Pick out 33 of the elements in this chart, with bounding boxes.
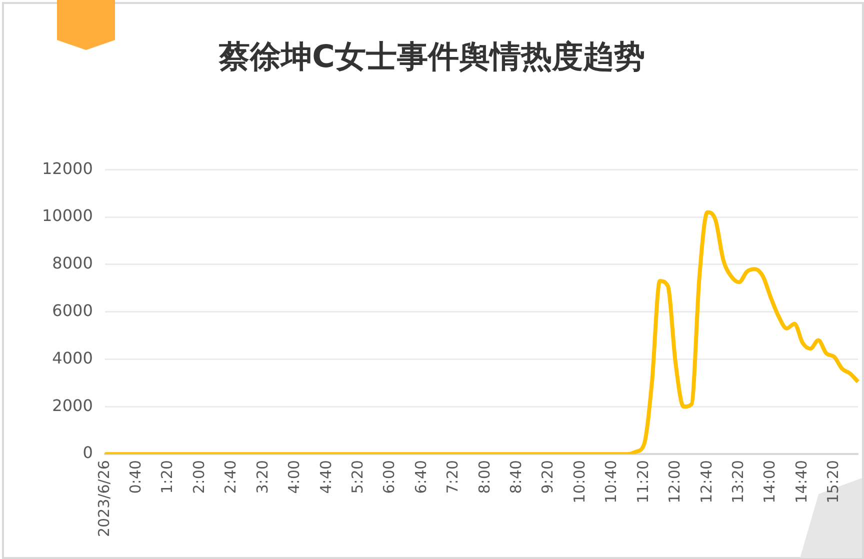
x-tick-label: 1:20 xyxy=(158,460,176,494)
x-tick-label: 5:20 xyxy=(348,460,366,494)
x-tick-label: 0:40 xyxy=(126,460,144,494)
x-tick-label: 12:00 xyxy=(666,460,684,504)
y-tick-label: 10000 xyxy=(42,206,93,226)
y-tick-label: 12000 xyxy=(42,158,93,178)
y-tick-label: 8000 xyxy=(52,254,93,273)
x-tick-label: 7:20 xyxy=(444,460,462,494)
x-tick-label: 4:40 xyxy=(316,460,335,494)
y-tick-label: 0 xyxy=(82,443,93,462)
x-tick-label: 14:40 xyxy=(792,460,810,504)
x-tick-label: 6:00 xyxy=(380,460,398,494)
x-tick-label: 14:00 xyxy=(760,460,779,504)
x-tick-label: 8:40 xyxy=(507,460,526,494)
x-tick-label: 10:40 xyxy=(602,460,620,504)
x-tick-label: 10:00 xyxy=(570,460,588,504)
x-tick-label: 2:40 xyxy=(222,460,240,494)
x-tick-label: 8:00 xyxy=(475,460,494,494)
x-tick-label: 2:00 xyxy=(190,460,208,494)
y-tick-label: 4000 xyxy=(52,348,93,368)
x-tick-label: 13:20 xyxy=(728,460,747,504)
x-tick-label: 12:40 xyxy=(697,460,716,504)
x-tick-label: 4:00 xyxy=(285,460,304,494)
x-tick-label: 3:20 xyxy=(253,460,272,494)
x-tick-label: 9:20 xyxy=(538,460,557,494)
line-series xyxy=(102,210,860,454)
x-tick-label: 11:20 xyxy=(634,460,652,504)
chart-title: 蔡徐坤C女士事件舆情热度趋势 xyxy=(218,38,646,77)
y-tick-label: 6000 xyxy=(52,301,93,320)
x-tick-label: 2023/6/26 xyxy=(94,460,113,538)
y-tick-label: 2000 xyxy=(52,396,93,415)
x-tick-label: 6:40 xyxy=(412,460,430,494)
x-tick-label: 15:20 xyxy=(824,460,842,504)
